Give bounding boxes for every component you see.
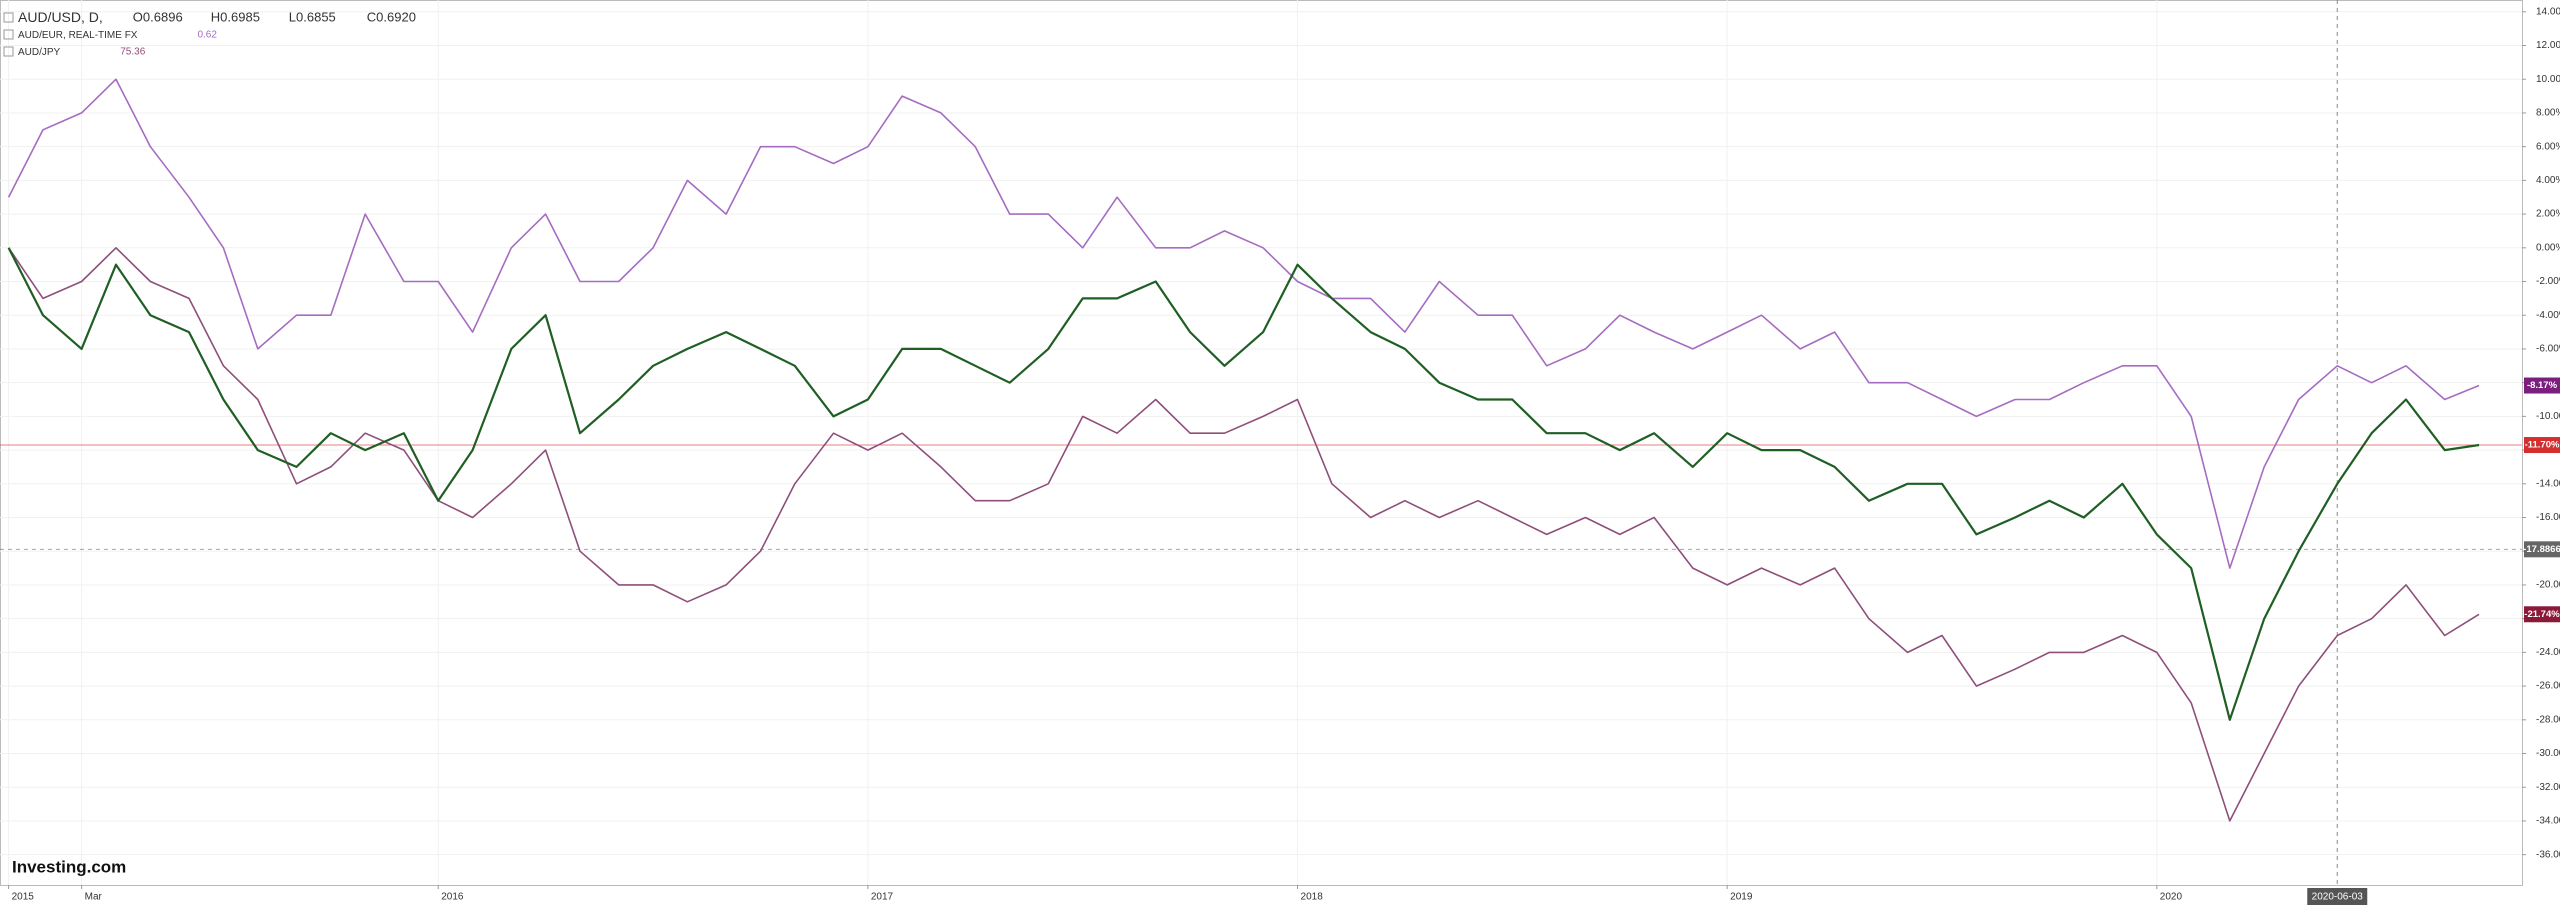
legend-last-value: 0.62	[197, 30, 217, 41]
ohlc-value: C0.6920	[367, 9, 416, 24]
y-tick-label: -14.00%	[2536, 478, 2560, 489]
y-tick-label: -28.00%	[2536, 714, 2560, 725]
price-label: -21.74%	[2524, 609, 2560, 620]
legend-last-value: 75.36	[120, 47, 145, 58]
plot-frame	[0, 0, 2523, 886]
price-label-box	[2524, 377, 2560, 394]
series-line	[7, 247, 2480, 822]
x-tick-label: 2018	[1301, 892, 1324, 903]
x-tick-label: 2015	[12, 892, 35, 903]
legend-suffix: , REAL-TIME FX	[63, 30, 138, 41]
y-tick-label: -4.00%	[2536, 310, 2560, 321]
legend-suffix: , D,	[81, 9, 103, 25]
y-tick-label: -24.00%	[2536, 647, 2560, 658]
y-tick-label: -6.00%	[2536, 344, 2560, 355]
y-tick-label: 2.00%	[2536, 209, 2560, 220]
y-tick-label: -34.00%	[2536, 816, 2560, 827]
ohlc-value: O0.6896	[133, 9, 183, 24]
y-tick-label: -30.00%	[2536, 748, 2560, 759]
crosshair-label-box	[2307, 888, 2368, 905]
legend-toggle	[3, 46, 14, 57]
y-tick-label: -10.00%	[2536, 411, 2560, 422]
series-line	[7, 247, 2480, 721]
y-tick-label: -36.00%	[2536, 849, 2560, 860]
legend-label: AUD/JPY	[18, 47, 61, 58]
logo: Investing.com	[12, 857, 126, 876]
legend-name: AUD/JPY	[18, 47, 61, 58]
legend-toggle	[3, 12, 14, 23]
y-tick-label: -16.00%	[2536, 512, 2560, 523]
y-tick-label: 8.00%	[2536, 108, 2560, 119]
y-tick-label: -32.00%	[2536, 782, 2560, 793]
legend-toggle	[3, 29, 14, 40]
price-label: -11.70%	[2525, 440, 2560, 451]
y-tick-label: -20.00%	[2536, 580, 2560, 591]
x-tick-label: Mar	[85, 892, 103, 903]
price-label-box	[2524, 606, 2560, 623]
y-tick-label: -26.00%	[2536, 681, 2560, 692]
series-line	[7, 78, 2480, 569]
price-label: -8.17%	[2527, 380, 2558, 391]
y-tick-label: -2.00%	[2536, 276, 2560, 287]
y-tick-label: 0.00%	[2536, 242, 2560, 253]
y-tick-label: 12.00%	[2536, 40, 2560, 51]
legend: AUD/USD, D, O0.6896 H0.6985 L0.6855 C0.6920 A…	[3, 9, 416, 58]
price-label: -17.8866	[2523, 544, 2560, 555]
price-label-box	[2524, 541, 2560, 558]
y-tick-label: 10.00%	[2536, 74, 2560, 85]
legend-label: AUD/USD, D,	[18, 9, 103, 25]
x-tick-label: 2019	[1730, 892, 1753, 903]
ohlc-value: L0.6855	[289, 9, 336, 24]
y-tick-label: 14.00%	[2536, 6, 2560, 17]
y-tick-label: 4.00%	[2536, 175, 2560, 186]
crosshair-label: 2020-06-03	[2312, 892, 2364, 903]
legend-label: AUD/EUR, REAL-TIME FX	[18, 30, 138, 41]
x-tick-label: 2017	[871, 892, 894, 903]
price-label-box	[2524, 437, 2560, 454]
x-tick-label: 2020	[2160, 892, 2183, 903]
ohlc-value: H0.6985	[211, 9, 260, 24]
legend-name: AUD/USD	[18, 9, 81, 25]
y-tick-label: 6.00%	[2536, 141, 2560, 152]
x-tick-label: 2016	[441, 892, 464, 903]
legend-name: AUD/EUR	[18, 30, 63, 41]
